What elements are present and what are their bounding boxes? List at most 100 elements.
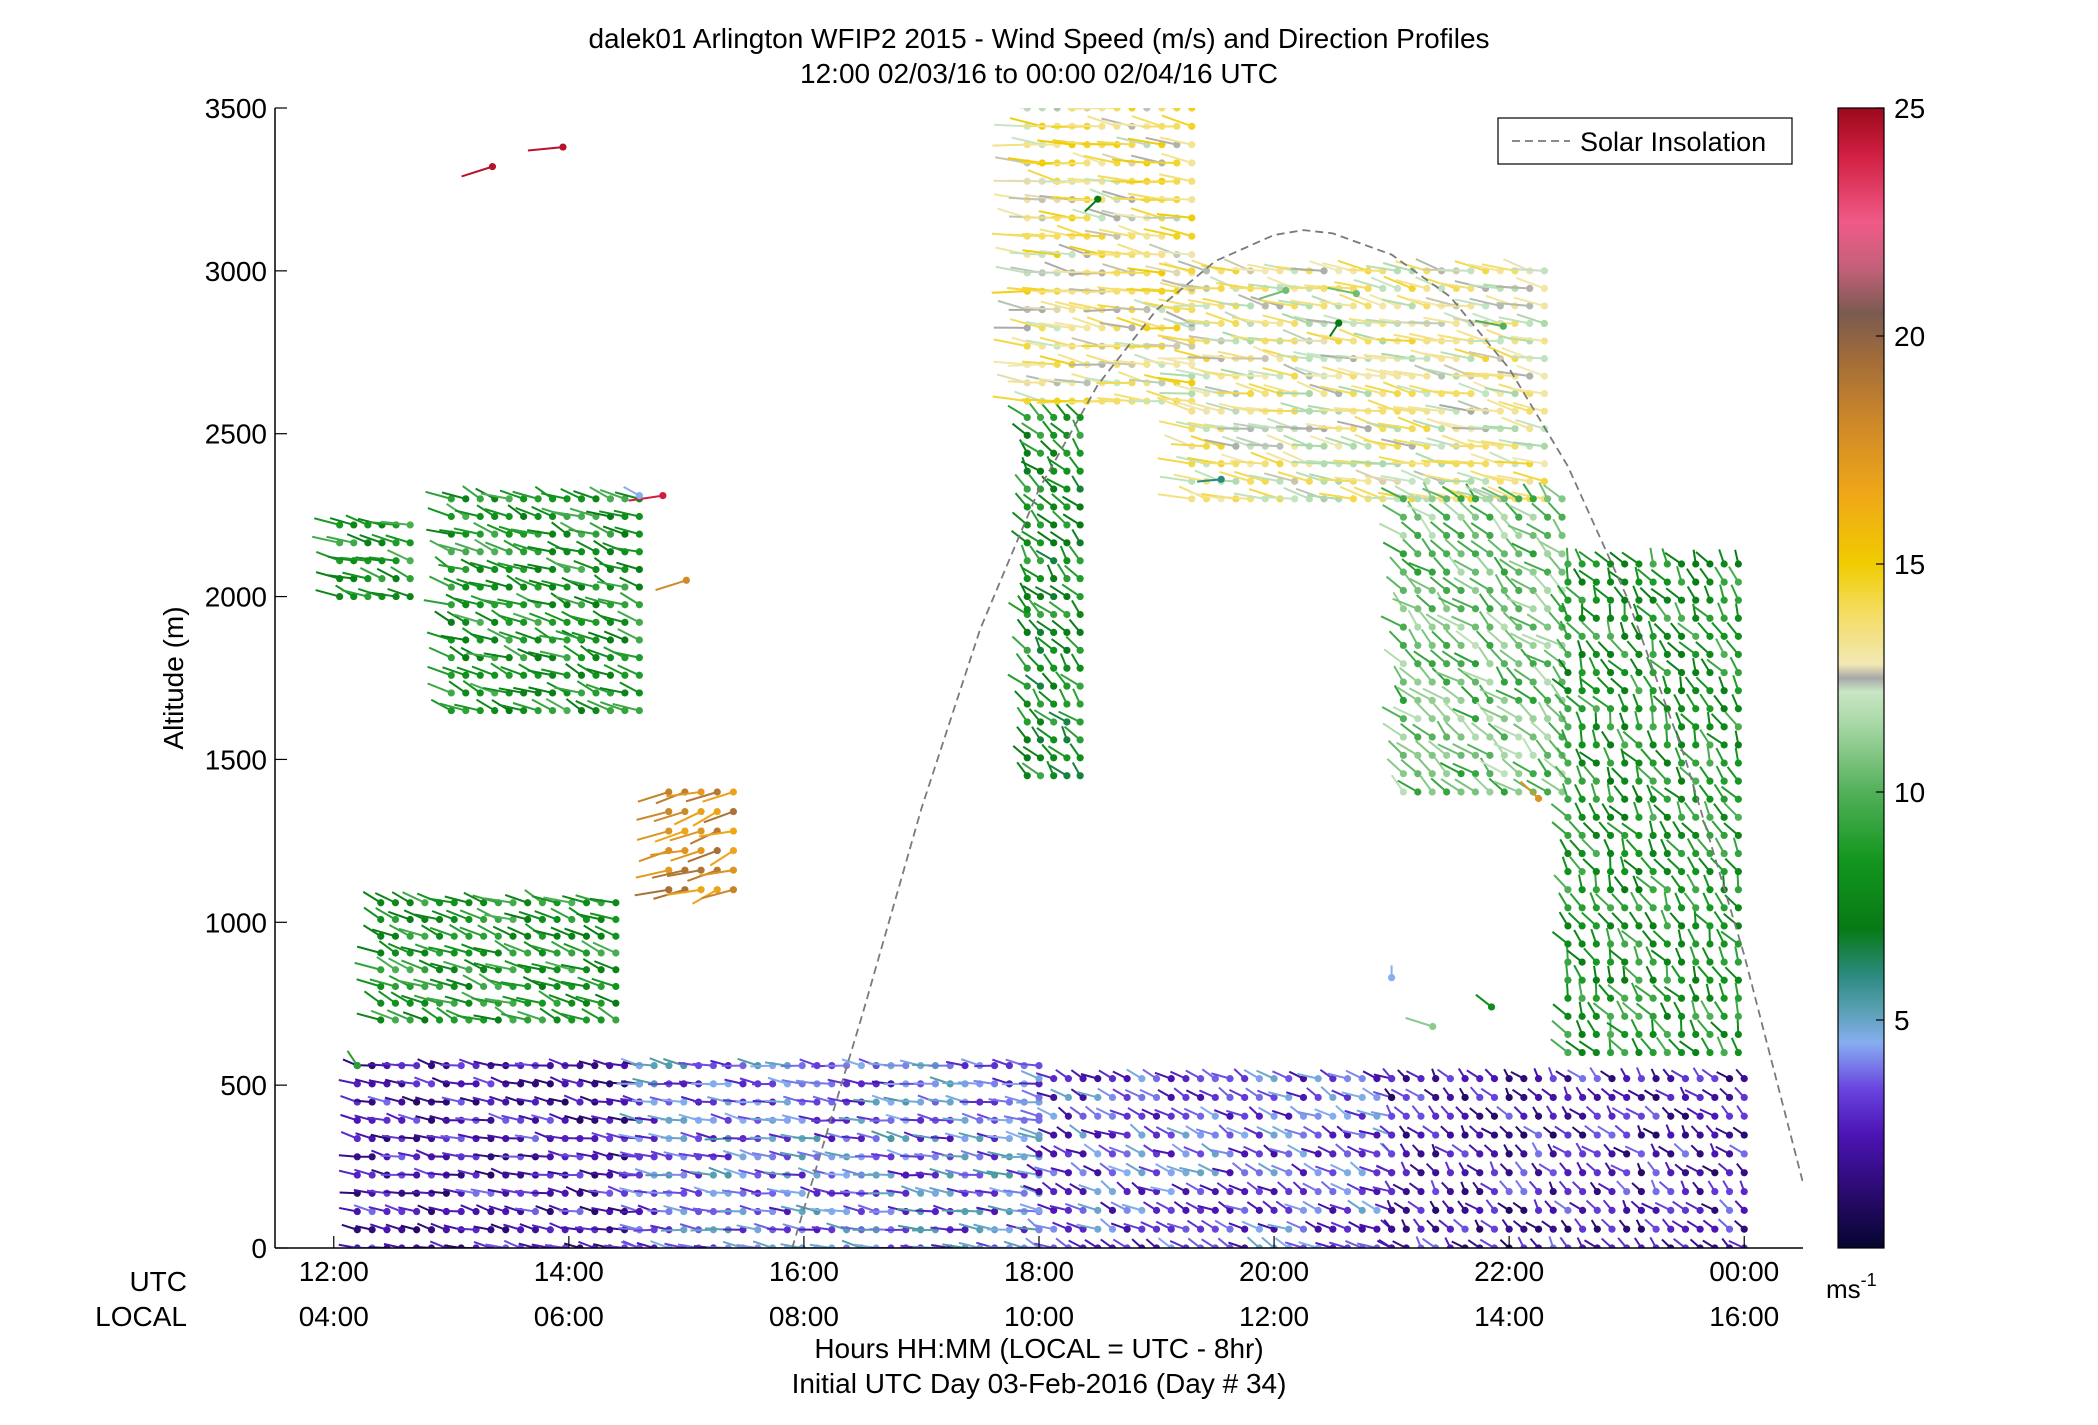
wind-barb-dot	[1635, 1030, 1643, 1039]
wind-barb-dot	[1035, 1062, 1043, 1070]
wind-barb-dot	[1443, 660, 1451, 668]
wind-barb-dot	[1388, 1187, 1396, 1196]
wind-barb-dot	[1285, 1075, 1293, 1083]
wind-barb-staff	[543, 896, 572, 904]
wind-barb-dot	[563, 530, 571, 538]
wind-barb-staff	[1219, 470, 1251, 483]
wind-barb-dot	[1621, 1030, 1629, 1039]
wind-barb-staff	[515, 507, 539, 518]
wind-barb-dot	[783, 1207, 791, 1216]
wind-barb-staff	[972, 1168, 995, 1177]
wind-barb-staff	[541, 579, 568, 589]
wind-barb-staff	[1246, 443, 1281, 448]
wind-barb-dot	[1388, 1225, 1396, 1233]
wind-barb-dot	[1608, 1075, 1616, 1083]
wind-barb-staff	[594, 993, 617, 1005]
wind-barb-staff	[750, 1064, 773, 1068]
wind-barb-dot	[1063, 449, 1071, 457]
wind-barb-dot	[1443, 531, 1451, 540]
wind-barb-dot	[1500, 751, 1508, 759]
wind-barb-staff	[548, 977, 573, 988]
wind-barb-staff	[653, 810, 686, 823]
wind-barb-staff	[403, 909, 426, 921]
wind-barb-dot	[1314, 1112, 1322, 1120]
wind-barb-dot	[1285, 1150, 1293, 1158]
wind-barb-staff	[426, 997, 455, 1005]
wind-barb-dot	[1050, 467, 1058, 475]
wind-barb-dot	[606, 706, 615, 715]
wind-barb-staff	[427, 897, 455, 904]
wind-barb-staff	[1336, 420, 1369, 430]
wind-barb-dot	[1564, 922, 1572, 930]
wind-barb-staff	[1116, 316, 1148, 329]
wind-barb-dot	[1446, 1225, 1454, 1233]
wind-barb-dot	[1606, 723, 1615, 731]
wind-barb-staff	[1483, 425, 1516, 430]
wind-barb-staff	[376, 956, 397, 971]
wind-barb-dot	[1490, 1244, 1499, 1248]
wind-barb-staff	[494, 1006, 514, 1021]
wind-barb-dot	[1285, 1093, 1293, 1102]
wind-barb-dot	[1564, 994, 1572, 1002]
wind-barb-dot	[1211, 1093, 1219, 1102]
wind-barb-staff	[1052, 344, 1088, 348]
wind-barb-dot	[1457, 788, 1465, 796]
wind-barb-dot	[1320, 267, 1328, 275]
wind-barb-staff	[550, 926, 573, 938]
wind-barb-staff	[443, 577, 467, 588]
wind-barb-dot	[612, 1016, 620, 1024]
wind-barb-dot	[368, 1153, 376, 1161]
wind-barb-dot	[1291, 442, 1299, 450]
wind-barb-dot	[842, 1207, 851, 1216]
wind-barb-staff	[483, 686, 510, 694]
wind-barb-dot	[1373, 1225, 1381, 1233]
wind-barb-dot	[1299, 1075, 1308, 1083]
wind-barb-staff	[941, 1154, 966, 1158]
wind-barb-dot	[487, 1207, 495, 1216]
wind-barb-dot	[1446, 1150, 1454, 1158]
wind-barb-staff	[1131, 115, 1163, 128]
wind-barb-staff	[993, 338, 1028, 348]
wind-barb-staff	[1052, 288, 1088, 293]
wind-barb-dot	[1529, 495, 1537, 503]
wind-barb-dot	[1358, 1225, 1366, 1233]
wind-barb-dot	[1663, 560, 1671, 568]
wind-barb-dot	[378, 575, 386, 583]
wind-barb-dot	[592, 601, 600, 609]
wind-barb-staff	[400, 946, 426, 954]
wind-barb-dot	[491, 706, 499, 715]
wind-barb-dot	[813, 1189, 821, 1197]
wind-barb-dot	[1211, 1225, 1219, 1233]
wind-barb-dot	[612, 966, 620, 974]
wind-barb-dot	[368, 1226, 376, 1234]
wind-barb-staff	[577, 976, 602, 988]
wind-barb-dot	[1500, 733, 1508, 741]
wind-barb-dot	[1343, 1112, 1352, 1120]
wind-barb-dot	[1343, 1150, 1352, 1158]
wind-barb-dot	[724, 1080, 732, 1088]
wind-barb-dot	[1063, 485, 1071, 493]
wind-barb-dot	[1152, 1075, 1161, 1083]
wind-barb-staff	[589, 486, 611, 500]
wind-barb-dot	[546, 1116, 554, 1124]
wind-barb-staff	[1159, 372, 1192, 378]
wind-barb-dot	[494, 982, 502, 991]
wind-barb-dot	[1592, 958, 1600, 966]
wind-barb-dot	[1461, 1187, 1469, 1196]
wind-barb-dot	[916, 1116, 925, 1124]
wind-barb-dot	[1461, 1225, 1469, 1233]
wind-barb-staff	[1047, 745, 1068, 759]
wind-barb-dot	[828, 1134, 836, 1143]
wind-barb-staff	[356, 1012, 382, 1021]
wind-barb-staff	[474, 538, 496, 553]
wind-barb-staff	[709, 849, 734, 867]
wind-barb-dot	[1123, 1131, 1131, 1139]
wind-barb-staff	[897, 1224, 921, 1231]
wind-barb-dot	[447, 548, 455, 556]
wind-barb-dot	[1063, 413, 1071, 422]
wind-barb-dot	[1711, 1244, 1719, 1248]
wind-barb-staff	[587, 631, 611, 641]
wind-barb-dot	[813, 1098, 821, 1106]
wind-barb-dot	[1005, 1134, 1013, 1143]
wind-barb-staff	[1175, 420, 1207, 430]
